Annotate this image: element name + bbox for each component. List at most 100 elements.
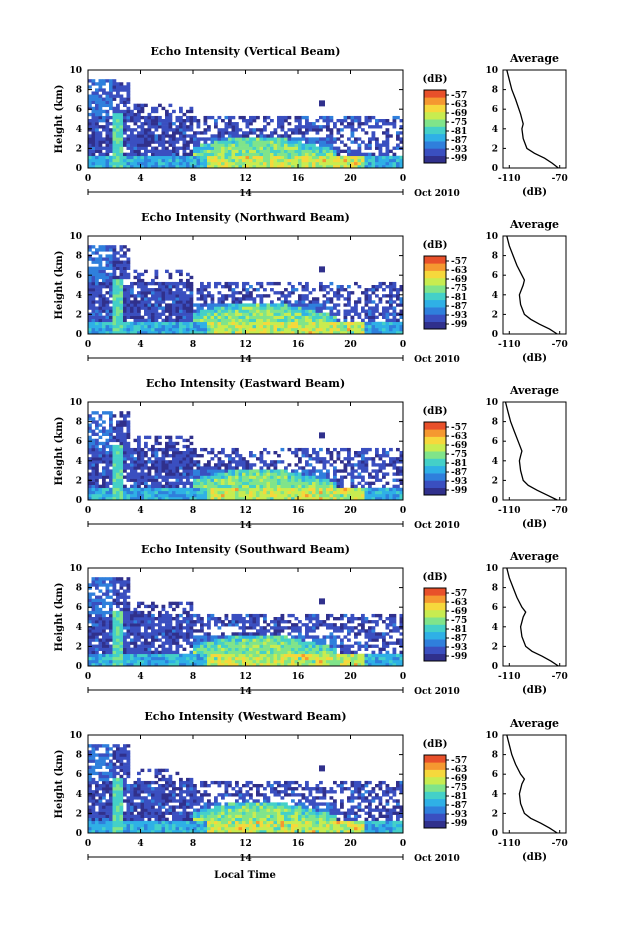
heatmap-cell	[231, 281, 236, 286]
heatmap-cell	[270, 309, 274, 313]
heatmap-cell	[354, 119, 358, 123]
heatmap-cell	[298, 306, 302, 310]
y-tick-label: 4	[76, 291, 82, 301]
heatmap-cell	[224, 155, 229, 160]
heatmap-cell	[140, 487, 145, 492]
heatmap-cell	[385, 146, 390, 150]
average-x-tick-label: -110	[498, 506, 521, 516]
heatmap-cell	[91, 478, 96, 482]
heatmap-cell	[210, 146, 215, 150]
heatmap-cell	[200, 291, 204, 295]
heatmap-cell	[116, 85, 120, 89]
heatmap-cell	[315, 496, 320, 501]
heatmap-cell	[175, 285, 180, 289]
heatmap-cell	[224, 128, 229, 132]
heatmap-cell	[357, 487, 362, 492]
heatmap-cell	[186, 626, 190, 630]
heatmap-cell	[235, 318, 239, 323]
heatmap-cell	[95, 460, 99, 464]
heatmap-cell	[245, 490, 250, 495]
heatmap-cell	[382, 484, 386, 489]
heatmap-cell	[105, 266, 110, 270]
heatmap-cell	[273, 137, 278, 141]
heatmap-cell	[102, 82, 106, 86]
heatmap-cell	[308, 146, 313, 150]
heatmap-cell	[186, 601, 190, 606]
heatmap-cell	[326, 493, 330, 498]
heatmap-cell	[270, 315, 274, 319]
heatmap-cell	[123, 266, 127, 270]
heatmap-cell	[88, 447, 92, 452]
heatmap-cell	[392, 164, 397, 169]
heatmap-cell	[196, 143, 201, 147]
heatmap-cell	[105, 321, 110, 326]
heatmap-cell	[347, 300, 351, 304]
heatmap-cell	[161, 158, 166, 163]
heatmap-cell	[175, 638, 180, 642]
heatmap-cell	[298, 155, 302, 160]
heatmap-cell	[340, 288, 344, 292]
heatmap-cell	[172, 152, 176, 157]
heatmap-cell	[102, 626, 106, 630]
heatmap-cell	[133, 644, 138, 648]
heatmap-cell	[109, 91, 113, 95]
heatmap-cell	[203, 318, 208, 323]
heatmap-cell	[245, 137, 250, 141]
heatmap-cell	[119, 97, 124, 101]
heatmap-cell	[179, 109, 183, 114]
heatmap-cell	[91, 463, 96, 467]
heatmap-cell	[91, 475, 96, 479]
heatmap-cell	[193, 318, 197, 323]
heatmap-cell	[280, 327, 285, 332]
heatmap-cell	[305, 315, 309, 319]
heatmap-cell	[137, 656, 141, 661]
heatmap-cell	[259, 493, 264, 498]
heatmap-cell	[88, 318, 92, 323]
heatmap-cell	[168, 140, 173, 144]
heatmap-cell	[88, 321, 92, 326]
heatmap-cell	[123, 635, 127, 639]
heatmap-cell	[165, 484, 169, 489]
heatmap-cell	[112, 484, 117, 489]
heatmap-cell	[308, 300, 313, 304]
heatmap-cell	[123, 152, 127, 157]
heatmap-cell	[340, 478, 344, 482]
heatmap-cell	[294, 115, 299, 120]
heatmap-cell	[102, 115, 106, 120]
heatmap-cell	[88, 484, 92, 489]
heatmap-cell	[389, 155, 393, 160]
heatmap-cell	[140, 635, 145, 639]
heatmap-cell	[151, 140, 155, 144]
heatmap-cell	[399, 496, 404, 501]
heatmap-cell	[273, 478, 278, 482]
heatmap-cell	[102, 478, 106, 482]
heatmap-cell	[308, 161, 313, 166]
heatmap-cell	[284, 297, 288, 301]
heatmap-cell	[326, 324, 330, 329]
heatmap-cell	[140, 475, 145, 479]
heatmap-cell	[126, 444, 131, 449]
heatmap-cell	[382, 330, 386, 335]
heatmap-cell	[319, 128, 323, 132]
heatmap-cell	[105, 146, 110, 150]
heatmap-cell	[119, 122, 124, 126]
heatmap-cell	[221, 306, 225, 310]
heatmap-cell	[221, 137, 225, 141]
heatmap-cell	[259, 294, 264, 298]
heatmap-cell	[161, 137, 166, 141]
heatmap-cell	[137, 610, 141, 615]
heatmap-cell	[140, 297, 145, 301]
heatmap-cell	[385, 318, 390, 323]
heatmap-cell	[151, 315, 155, 319]
heatmap-cell	[329, 315, 334, 319]
heatmap-cell	[382, 288, 386, 292]
heatmap-cell	[210, 472, 215, 476]
heatmap-cell	[126, 604, 131, 609]
heatmap-cell	[91, 441, 96, 446]
heatmap-cell	[98, 97, 103, 101]
heatmap-cell	[392, 460, 397, 464]
heatmap-cell	[91, 457, 96, 461]
heatmap-cell	[235, 460, 239, 464]
heatmap-cell	[308, 469, 313, 473]
heatmap-cell	[270, 149, 274, 153]
